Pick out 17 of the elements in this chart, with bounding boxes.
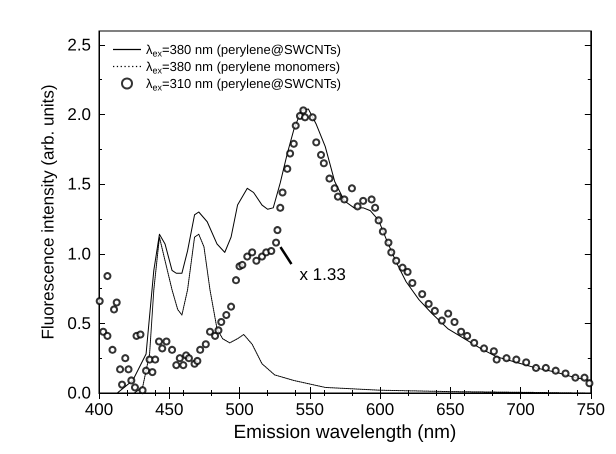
x-tick-label: 500 xyxy=(225,400,254,419)
y-tick-label: 0.0 xyxy=(67,384,91,402)
y-tick-label: 1.0 xyxy=(67,244,91,264)
x-axis-title: Emission wavelength (nm) xyxy=(234,422,456,443)
y-tick-label: 1.5 xyxy=(67,174,91,194)
x-tick-label: 700 xyxy=(506,400,535,419)
x-tick-label: 450 xyxy=(155,400,184,419)
y-tick-label: 2.0 xyxy=(67,105,91,124)
y-tick-label: 2.5 xyxy=(67,35,91,54)
annotation: x 1.33 xyxy=(299,265,346,284)
x-tick-label: 650 xyxy=(436,400,464,419)
x-tick-label: 400 xyxy=(84,400,114,419)
y-tick-label: 0.5 xyxy=(67,314,91,333)
y-axis-title: Fluorescence intensity (arb. units) xyxy=(38,84,58,340)
x-tick-label: 750 xyxy=(576,400,606,419)
x-tick-label: 550 xyxy=(296,400,324,419)
x-tick-label: 600 xyxy=(366,400,394,419)
